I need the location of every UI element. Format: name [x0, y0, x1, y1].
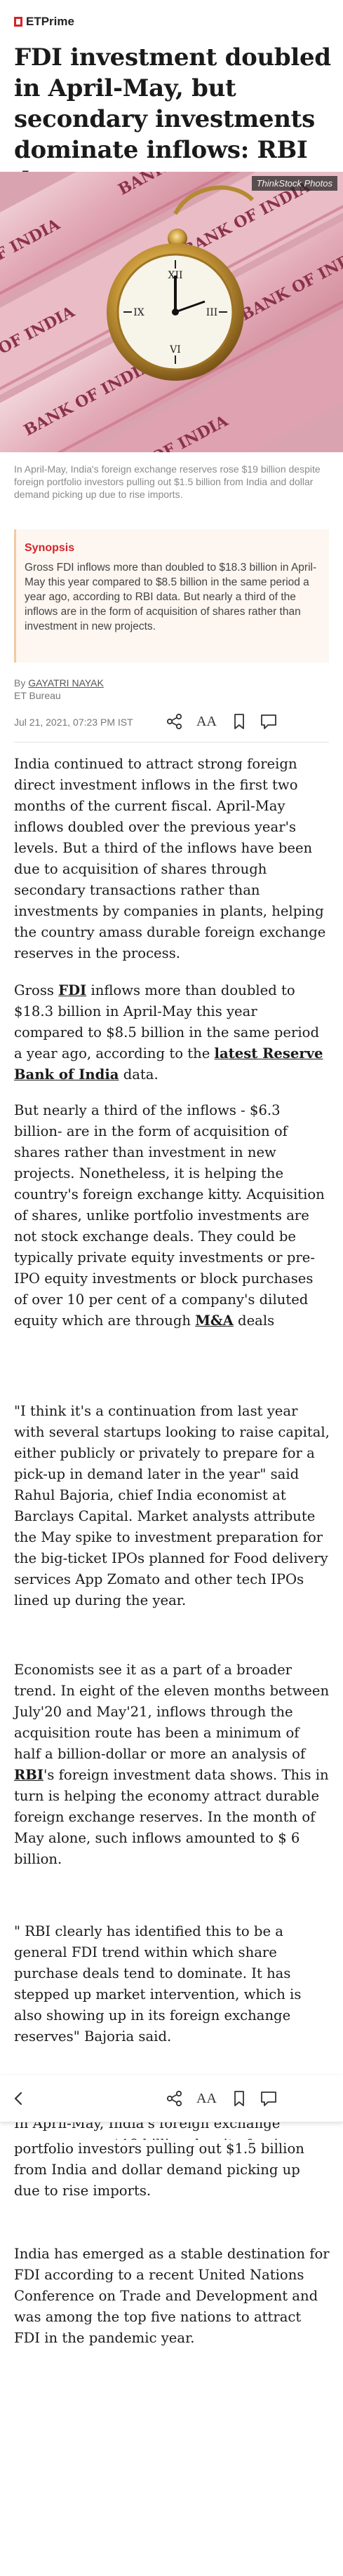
paragraph-text: But nearly a third of the inflows - $6.3… — [14, 1102, 325, 1329]
rbi-link[interactable]: RBI — [14, 1767, 44, 1783]
paragraph-text: inflows more than doubled to $18.3 billi… — [14, 982, 319, 1062]
currency-watch-illustration: BANK OF INDIA BANK OF INDIA BANK OF INDI… — [0, 172, 343, 452]
paragraph-text: data. — [119, 1066, 159, 1083]
comment-icon[interactable] — [260, 2089, 278, 2108]
paragraph-text: 's foreign investment data shows. This i… — [14, 1767, 329, 1867]
article-paragraph: India has emerged as a stable destinatio… — [14, 2246, 330, 2346]
logo-text: ETPrime — [26, 15, 74, 28]
etprime-logo[interactable]: ETPrime — [14, 15, 74, 28]
author-link[interactable]: GAYATRI NAYAK — [28, 677, 104, 689]
article-paragraph: " RBI clearly has identified this to be … — [14, 1923, 302, 2045]
article-paragraph: "I think it's a continuation from last y… — [14, 1403, 330, 1608]
synopsis-heading: Synopsis — [25, 542, 75, 554]
by-prefix: By — [14, 677, 29, 689]
paragraph-text: Gross — [14, 982, 59, 998]
svg-text:VI: VI — [169, 344, 181, 355]
article-paragraph: But nearly a third of the inflows - $6.3… — [14, 1100, 330, 1331]
font-size-label: AA — [196, 2091, 217, 2106]
rbi-latest-link[interactable]: latest Reserve Bank of India — [14, 1045, 323, 1083]
synopsis-box: Synopsis Gross FDI inflows more than dou… — [14, 529, 329, 663]
share-icon[interactable] — [166, 712, 184, 731]
et-logo-icon — [14, 17, 22, 27]
font-size-label: AA — [196, 714, 217, 729]
paragraph-text: deals — [233, 1313, 275, 1329]
paragraph-text: Economists see it as a part of a broader… — [14, 1662, 330, 1762]
font-size-icon[interactable]: AA — [196, 2089, 217, 2108]
image-caption: In April-May, India's foreign exchange r… — [14, 463, 321, 500]
synopsis-text: Gross FDI inflows more than doubled to $… — [25, 562, 317, 632]
font-size-icon[interactable]: AA — [196, 712, 217, 731]
bookmark-icon[interactable] — [230, 2089, 248, 2108]
article-paragraph: In April-May, India's foreign exchange r… — [14, 2122, 296, 2140]
m-and-a-link[interactable]: M&A — [195, 1313, 234, 1329]
bottom-action-bar: AA — [0, 2075, 343, 2122]
bureau: ET Bureau — [14, 690, 61, 701]
article-paragraph: Gross FDI inflows more than doubled to $… — [14, 980, 330, 1085]
comment-icon[interactable] — [260, 712, 278, 731]
back-icon[interactable] — [10, 2089, 28, 2108]
byline: By GAYATRI NAYAK ET Bureau — [14, 677, 104, 702]
svg-text:III: III — [206, 307, 218, 318]
article-paragraph: India continued to attract strong foreig… — [14, 756, 326, 961]
article-paragraph: Economists see it as a part of a broader… — [14, 1660, 330, 1870]
image-credit: ThinkStock Photos — [251, 176, 337, 191]
article-toolbar: AA — [0, 708, 343, 736]
svg-text:IX: IX — [133, 307, 144, 318]
clipped-paragraph: In April-May, India's foreign exchange r… — [0, 2122, 343, 2140]
publish-date: Jul 21, 2021, 07:23 PM IST — [14, 717, 133, 728]
divider — [14, 742, 329, 743]
bookmark-icon[interactable] — [230, 712, 248, 731]
fdi-link[interactable]: FDI — [58, 982, 87, 998]
article-paragraph: portfolio investors pulling out $1.5 bil… — [14, 2141, 304, 2199]
share-icon[interactable] — [166, 2089, 184, 2108]
hero-image: BANK OF INDIA BANK OF INDIA BANK OF INDI… — [0, 172, 343, 452]
